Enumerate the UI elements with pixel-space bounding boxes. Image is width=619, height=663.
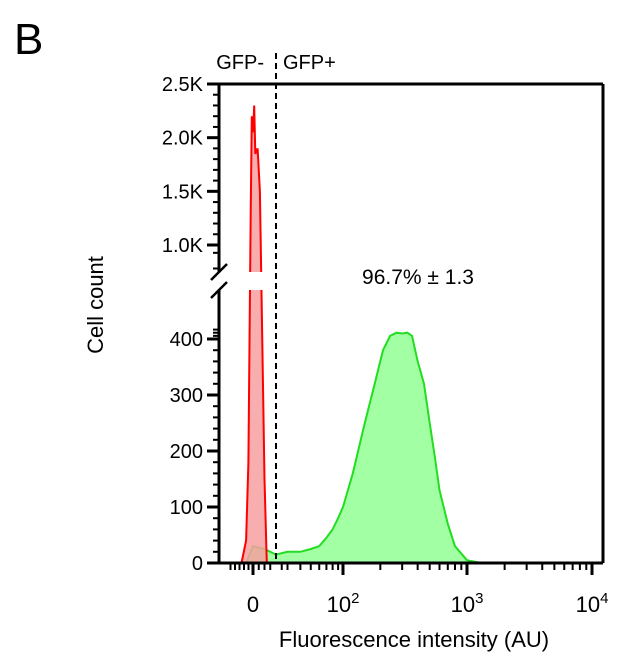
series-area-0 [240, 105, 268, 564]
y-tick-label-400: 400 [170, 329, 203, 351]
y-tick-label-2.5K: 2.5K [162, 74, 204, 96]
panel-label: B [14, 15, 43, 64]
axis-break-mark-upper [210, 263, 228, 281]
x-tick-label-100: 102 [327, 590, 360, 617]
x-tick-label-1000: 103 [451, 590, 484, 617]
plot-area: 0 100 200 300 400 1.0K 1.5K 2.0K 2.5K 0 102 103 104 [162, 53, 609, 617]
y-tick-label-100: 100 [170, 497, 203, 519]
y-axis-label: Cell count [83, 256, 108, 354]
x-tick-label-10000: 104 [576, 590, 609, 617]
annotation-gfp-percent: 96.7% ± 1.3 [362, 266, 474, 289]
y-tick-label-1.5K: 1.5K [162, 181, 204, 203]
gate-right-label: GFP+ [283, 52, 336, 74]
x-tick-label-0: 0 [247, 592, 259, 617]
series-area-1 [244, 331, 482, 564]
y-tick-label-300: 300 [170, 385, 203, 407]
y-tick-label-2.0K: 2.0K [162, 128, 204, 150]
axis-break-mark-lower [210, 281, 228, 299]
y-tick-label-200: 200 [170, 441, 203, 463]
x-axis-label: Fluorescence intensity (AU) [279, 627, 549, 652]
gate-left-label: GFP- [216, 52, 264, 74]
y-tick-label-0: 0 [192, 553, 203, 575]
y-tick-label-1.0K: 1.0K [162, 235, 204, 257]
